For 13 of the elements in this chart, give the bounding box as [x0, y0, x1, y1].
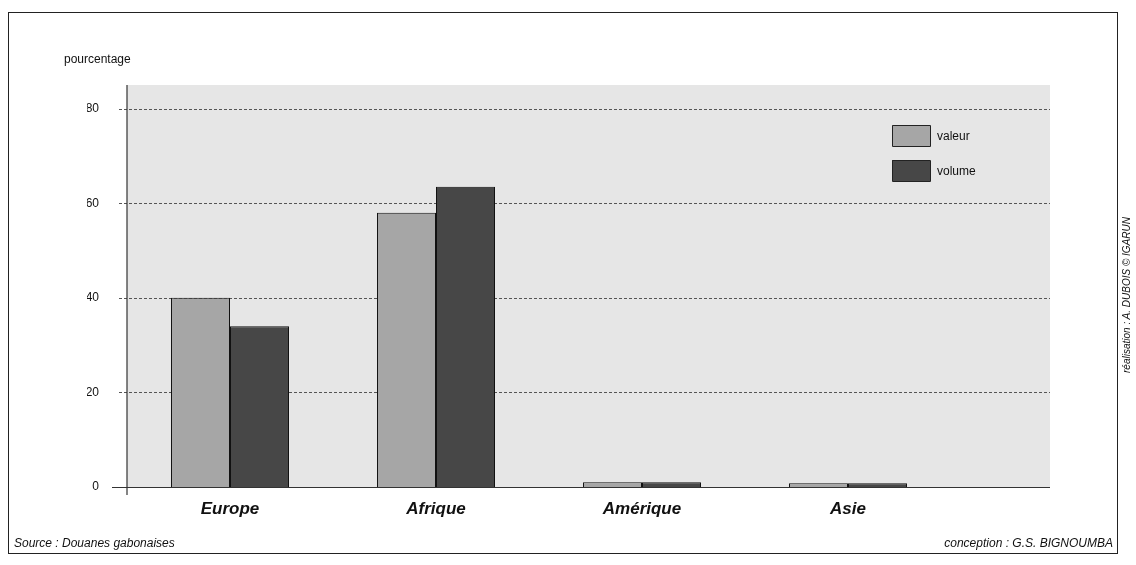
x-tick-label: Amérique — [601, 498, 682, 518]
text: réalisation : A. DUBOIS © IGARUN — [1121, 216, 1132, 373]
y-tick-label: 20 — [85, 384, 100, 399]
source-note: Source : Douanes gabonaises — [14, 536, 175, 550]
y-axis-title: pourcentage — [64, 52, 132, 66]
y-tick-label: 80 — [85, 100, 100, 115]
y-tick-label: 0 — [92, 479, 100, 494]
x-tick-label: Afrique — [405, 498, 466, 518]
legend-label: valeur — [937, 129, 970, 144]
legend-label: volume — [937, 164, 977, 179]
x-tick-label: Asie — [829, 498, 866, 518]
text: conception : G.S. BIGNOUMBA — [944, 536, 1113, 550]
x-tick-label: Europe — [200, 498, 260, 518]
